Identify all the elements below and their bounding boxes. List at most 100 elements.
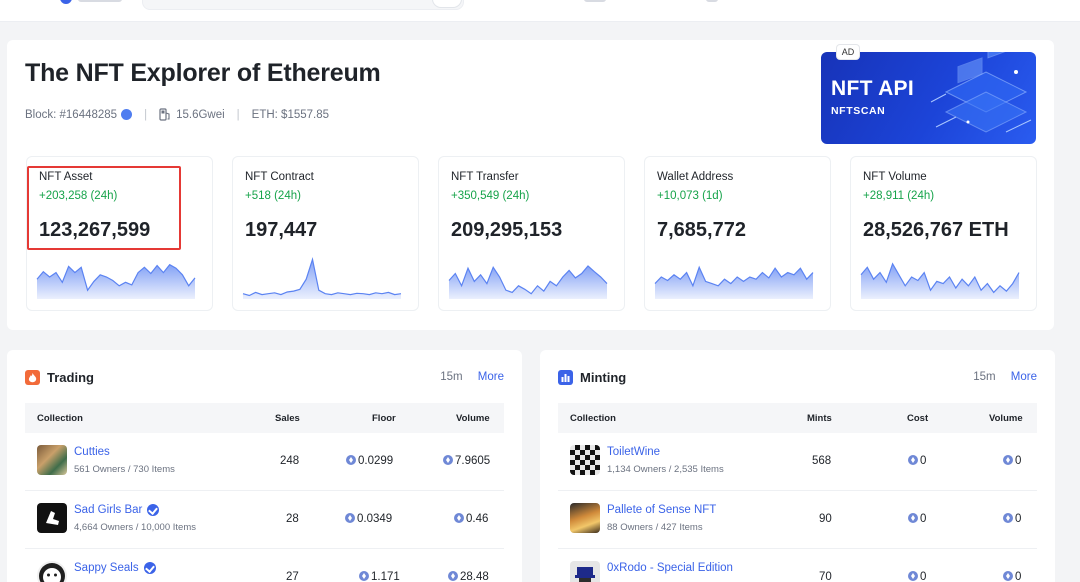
sparkline-line [860, 262, 1020, 294]
stat-label: NFT Asset [39, 171, 93, 183]
more-link[interactable]: More [1010, 371, 1037, 383]
highlight-box [27, 166, 181, 250]
minting-controls: 15m More [973, 371, 1037, 383]
block-number[interactable]: Block: #16448285 [25, 108, 118, 121]
table-row[interactable]: Pallete of Sense NFT 88 Owners / 427 Ite… [558, 491, 1037, 549]
gas-pump-icon [159, 108, 170, 121]
collection-name[interactable]: Sad Girls Bar [74, 504, 160, 516]
verified-badge-icon [143, 562, 156, 574]
collection-avatar [37, 503, 67, 533]
table-header: Collection Mints Cost Volume [558, 403, 1037, 433]
sparkline-line [36, 263, 196, 292]
stat-change: +28,911 (24h) [863, 190, 935, 202]
stat-card-nft-asset[interactable]: NFT Asset +203,258 (24h) 123,267,599 [26, 156, 213, 311]
stat-change: +518 (24h) [245, 190, 301, 202]
mint-cost: 0 [908, 455, 926, 467]
collection-owners: 4,664 Owners / 10,000 Items [74, 522, 196, 533]
volume-value: 0 [1003, 455, 1021, 467]
sales-count: 28 [286, 513, 299, 525]
timeframe-selector[interactable]: 15m [973, 371, 996, 383]
collection-name[interactable]: Cutties [74, 446, 110, 458]
search-input[interactable] [142, 0, 464, 10]
minting-panel: Minting 15m More Collection Mints Cost V… [540, 350, 1055, 582]
table-row[interactable]: Sad Girls Bar 4,664 Owners / 10,000 Item… [25, 491, 504, 549]
stat-label: NFT Transfer [451, 171, 519, 183]
sparkline-line [654, 265, 814, 288]
ad-badge: AD [837, 45, 859, 59]
column-header: Cost [907, 413, 929, 424]
verified-badge-icon [147, 504, 160, 516]
stat-card-wallet-address[interactable]: Wallet Address +10,073 (1d) 7,685,772 [644, 156, 831, 311]
sparkline-area [37, 264, 195, 299]
volume-value: 0.46 [454, 513, 488, 525]
stat-card-nft-volume[interactable]: NFT Volume +28,911 (24h) 28,526,767 ETH [850, 156, 1037, 311]
collection-name[interactable]: 0xRodo - Special Edition [607, 562, 733, 574]
mints-count: 568 [812, 455, 832, 467]
more-link[interactable]: More [477, 371, 504, 383]
trading-header: Trading [25, 370, 94, 385]
column-header: Floor [372, 413, 396, 424]
eth-icon [346, 455, 356, 465]
eth-icon [1003, 571, 1013, 581]
column-header: Volume [456, 413, 490, 424]
timeframe-selector[interactable]: 15m [440, 371, 463, 383]
ad-title: NFT API [831, 77, 914, 100]
table-row[interactable]: ToiletWine 1,134 Owners / 2,535 Items 56… [558, 433, 1037, 491]
panel-title: Minting [580, 370, 627, 385]
eth-icon [908, 571, 918, 581]
collection-owners: 88 Owners / 427 Items [607, 522, 703, 533]
nav-menu-item[interactable] [706, 0, 718, 2]
nftscan-logo-icon[interactable] [60, 0, 72, 4]
stat-label: Wallet Address [657, 171, 734, 183]
stat-card-nft-contract[interactable]: NFT Contract +518 (24h) 197,447 [232, 156, 419, 311]
column-header: Collection [570, 413, 616, 424]
collection-name[interactable]: Sappy Seals [74, 562, 156, 574]
floor-price: 1.171 [359, 571, 400, 582]
table-row[interactable]: 0xRodo - Special Edition 70 0 0 [558, 549, 1037, 582]
stat-value: 209,295,153 [451, 219, 563, 241]
sales-count: 27 [286, 571, 299, 582]
eth-icon [454, 513, 464, 523]
collection-name[interactable]: Pallete of Sense NFT [607, 504, 717, 516]
eth-icon [1003, 455, 1013, 465]
stat-value: 28,526,767 ETH [863, 219, 1009, 241]
nft-api-ad-banner[interactable]: NFT API NFTSCAN [821, 52, 1036, 144]
volume-value: 0 [1003, 571, 1021, 582]
collection-avatar [570, 445, 600, 475]
collection-avatar [37, 445, 67, 475]
bar-chart-icon [558, 370, 573, 385]
collection-avatar [570, 503, 600, 533]
meta-separator: | [236, 108, 240, 121]
collection-owners: 1,134 Owners / 2,535 Items [607, 464, 724, 475]
eth-price: ETH: $1557.85 [251, 108, 330, 121]
table-header: Collection Sales Floor Volume [25, 403, 504, 433]
column-header: Mints [807, 413, 832, 424]
minting-header: Minting [558, 370, 626, 385]
hero-card: The NFT Explorer of Ethereum Block: #164… [7, 40, 1054, 330]
sparkline-line [242, 257, 402, 297]
collection-avatar [570, 561, 600, 582]
stat-value: 123,267,599 [39, 219, 151, 241]
page-title: The NFT Explorer of Ethereum [25, 59, 381, 87]
nav-menu-item[interactable] [584, 0, 606, 2]
stat-label: NFT Volume [863, 171, 927, 183]
volume-value: 0 [1003, 513, 1021, 525]
ad-illustration-icon [930, 52, 1032, 133]
collection-name[interactable]: ToiletWine [607, 446, 661, 458]
ad-brand: NFTSCAN [831, 105, 886, 117]
table-row[interactable]: Sappy Seals 27 1.171 28.48 [25, 549, 504, 582]
nftscan-logo-text[interactable] [78, 0, 122, 2]
stat-sparkline [860, 262, 1020, 299]
eth-icon [345, 513, 355, 523]
stat-sparkline [448, 265, 608, 299]
floor-price: 0.0349 [345, 513, 392, 525]
eth-icon [443, 455, 453, 465]
mints-count: 70 [819, 571, 832, 582]
meta-separator: | [144, 108, 148, 121]
sales-count: 248 [280, 455, 300, 467]
stat-value: 197,447 [245, 219, 318, 241]
sparkline-line [448, 265, 608, 295]
sparkline-area [449, 266, 607, 299]
stat-card-nft-transfer[interactable]: NFT Transfer +350,549 (24h) 209,295,153 [438, 156, 625, 311]
table-row[interactable]: Cutties 561 Owners / 730 Items 248 0.029… [25, 433, 504, 491]
